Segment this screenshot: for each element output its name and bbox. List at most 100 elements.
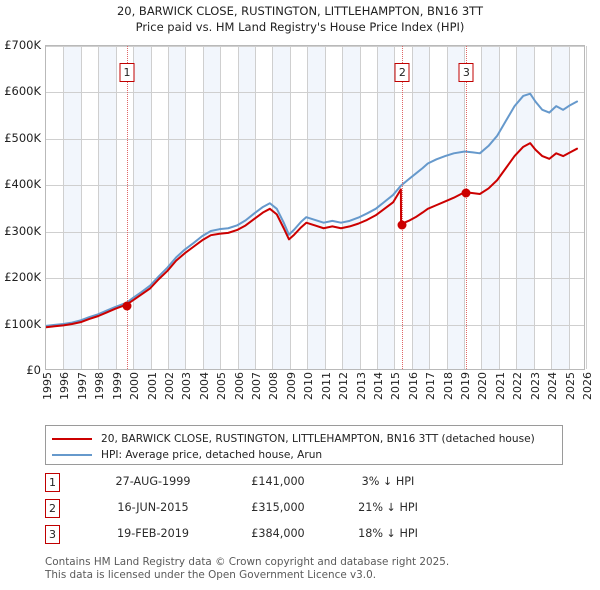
gridline-vertical [133,46,135,369]
x-axis-tick-label: 2005 [215,372,229,400]
page-title: 20, BARWICK CLOSE, RUSTINGTON, LITTLEHAM… [0,3,600,35]
year-band [202,46,221,369]
transaction-row[interactable]: 3 19-FEB-2019 £384,000 18% ↓ HPI [45,524,465,550]
gridline-vertical [498,46,500,369]
sale-marker-badge[interactable]: 1 [119,63,135,82]
x-axis-tick-label: 2004 [197,372,211,400]
transaction-hpi-delta: 21% ↓ HPI [358,501,418,514]
x-axis-tick-label: 2002 [162,372,176,400]
gridline-vertical [481,46,483,369]
x-axis-tick-label: 2007 [250,372,264,400]
chart-legend: 20, BARWICK CLOSE, RUSTINGTON, LITTLEHAM… [45,425,563,465]
x-axis-labels: 1995 1996 1997 1998 1999 2000 2001 2002 2003 2004… [41,372,594,432]
footer-line-2: This data is licensed under the Open Gov… [45,569,377,581]
gridline-vertical [80,46,82,369]
gridline-vertical [185,46,187,369]
y-axis-tick-label: £0 [26,363,41,377]
legend-color-swatch [52,453,92,456]
x-axis-tick-label: 2014 [371,372,385,400]
legend-item: HPI: Average price, detached house, Arun [52,447,556,462]
x-axis-tick-label: 1995 [41,372,54,400]
transaction-price: £141,000 [251,475,305,488]
gridline-vertical [446,46,448,369]
year-band [272,46,290,369]
transaction-row[interactable]: 2 16-JUN-2015 £315,000 21% ↓ HPI [45,498,465,524]
y-axis-tick-label: £400K [4,177,41,192]
gridline-vertical [167,46,169,369]
gridline-vertical [150,46,152,369]
x-axis-tick-label: 2012 [337,372,351,400]
gridline-horizontal [46,46,584,47]
x-axis-tick-label: 2018 [441,372,455,400]
x-axis-tick-label: 2023 [528,372,542,400]
gridline-vertical [307,46,309,369]
x-axis-tick-label: 2017 [424,372,438,400]
gridline-vertical [359,46,361,369]
sale-marker-vline [127,46,128,369]
x-axis-tick-label: 2001 [145,372,159,400]
x-axis-tick-label: 2016 [406,372,420,400]
series-line [46,143,577,327]
x-axis-tick-label: 2026 [581,372,594,400]
chart-plot-area: 1 2 3 [45,45,587,370]
gridline-vertical [394,46,396,369]
x-axis-tick-label: 2010 [302,372,316,400]
horizontal-gridlines [46,46,584,369]
gridline-horizontal [46,92,584,94]
year-band [411,46,430,369]
x-axis-tick-label: 2013 [354,372,368,400]
year-band [98,46,116,369]
legend-item: 20, BARWICK CLOSE, RUSTINGTON, LITTLEHAM… [52,431,556,446]
year-band [237,46,256,369]
x-axis-tick-label: 1998 [93,372,107,400]
footer-line-1: Contains HM Land Registry data © Crown c… [45,556,450,568]
legend-label: HPI: Average price, detached house, Arun [101,448,323,461]
y-axis-labels: £0 £100K £200K £300K £400K £500K £600K £700K [0,0,44,590]
gridline-vertical [342,46,344,369]
gridline-horizontal [46,138,584,140]
year-band [167,46,186,369]
year-band [551,46,569,369]
gridline-vertical [516,46,518,369]
title-line-1: 20, BARWICK CLOSE, RUSTINGTON, LITTLEHAM… [116,4,483,18]
year-band [342,46,360,369]
year-band [516,46,534,369]
gridline-vertical [115,46,117,369]
alternating-year-bands [46,46,584,369]
sale-marker-badge[interactable]: 3 [458,63,474,82]
y-axis-tick-label: £700K [4,38,41,52]
gridline-horizontal [46,278,584,280]
x-axis-tick-label: 1996 [58,372,72,400]
transactions-table: 1 27-AUG-1999 £141,000 3% ↓ HPI 2 16-JUN-2015… [45,472,465,550]
sale-marker-vline [466,46,468,369]
footer-attribution: Contains HM Land Registry data © Crown c… [45,556,585,582]
gridline-vertical [237,46,239,369]
legend-label: 20, BARWICK CLOSE, RUSTINGTON, LITTLEHAM… [101,432,535,445]
x-axis-tick-label: 2025 [563,372,577,400]
x-axis-tick-label: 2006 [232,372,246,400]
sale-marker-vline [402,46,404,369]
x-axis-tick-label: 2019 [459,372,473,400]
x-axis-tick-label: 2015 [389,372,403,400]
transaction-index-badge: 3 [45,525,60,544]
gridline-vertical [551,46,553,369]
transaction-hpi-delta: 3% ↓ HPI [361,475,415,488]
sale-marker-badge[interactable]: 2 [394,63,410,82]
transaction-index-badge: 2 [45,499,60,518]
series-line [46,94,577,326]
gridline-horizontal [46,231,584,233]
gridline-vertical [411,46,413,369]
year-band [63,46,81,369]
transaction-row[interactable]: 1 27-AUG-1999 £141,000 3% ↓ HPI [45,472,465,498]
year-band [481,46,499,369]
y-axis-tick-label: £200K [4,270,41,285]
sale-marker-dot[interactable] [397,220,407,230]
y-axis-tick-label: £100K [4,316,41,331]
x-axis-tick-label: 2011 [319,372,333,400]
gridline-horizontal [46,185,584,187]
sale-marker-dot[interactable] [122,301,132,311]
transaction-price: £315,000 [251,501,305,514]
y-axis-tick-label: £500K [4,130,41,145]
sale-marker-dot[interactable] [461,188,471,198]
x-axis-tick-label: 2009 [284,372,298,400]
